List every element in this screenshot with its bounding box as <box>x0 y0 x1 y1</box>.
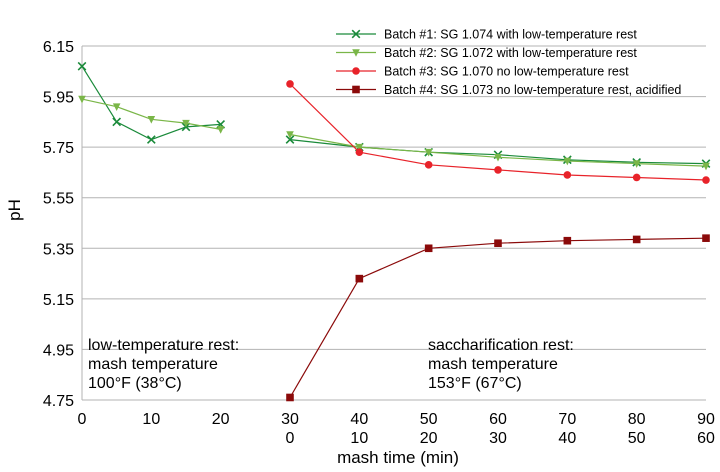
data-point-square-marker <box>352 85 360 94</box>
y-axis-title: pH <box>5 199 24 221</box>
x-tick-labels: 0 10 20 30 40 50 60 70 80 90 0 10 20 30 40 50 60 <box>78 411 715 447</box>
data-point-triangle-marker <box>352 49 360 57</box>
series-line <box>289 237 707 398</box>
data-point-triangle-marker <box>632 160 641 168</box>
data-point-square-marker <box>702 234 710 242</box>
data-point-circle-marker <box>632 173 641 182</box>
legend-label: Batch #4: SG 1.073 no low-temperature re… <box>384 83 681 97</box>
x-tick-label-bottom: 60 <box>697 430 715 447</box>
data-point-triangle-marker <box>216 126 225 134</box>
y-tick-labels: 6.15 5.95 5.75 5.55 5.35 5.15 4.95 4.75 <box>43 39 74 410</box>
y-tick-label: 6.15 <box>43 39 74 56</box>
x-tick-label-top: 50 <box>420 411 438 428</box>
x-tick-label-top: 30 <box>281 411 299 428</box>
series-batch-4 <box>286 234 710 402</box>
series-group <box>77 61 711 402</box>
legend-entry-batch-2: Batch #2: SG 1.072 with low-temperature … <box>336 46 637 60</box>
annotation-line: low-temperature rest: <box>88 337 239 354</box>
x-tick-label-top: 10 <box>142 411 160 428</box>
data-point-square-marker <box>494 239 502 248</box>
series-batch-2 <box>78 95 710 171</box>
x-tick-label-top: 70 <box>558 411 576 428</box>
annotation-line: mash temperature <box>88 356 218 373</box>
data-point-triangle-marker <box>147 116 156 124</box>
x-tick-label-bottom: 10 <box>350 430 368 447</box>
data-point-circle-marker <box>702 176 710 184</box>
x-tick-label-bottom: 30 <box>489 430 507 447</box>
annotation-sacch: saccharification rest: mash temperature 15… <box>428 337 574 392</box>
y-tick-label: 4.75 <box>43 393 74 410</box>
x-tick-label-bottom: 20 <box>420 430 438 447</box>
y-tick-label: 5.35 <box>43 241 74 258</box>
data-point-square-marker <box>424 244 433 253</box>
legend-label: Batch #2: SG 1.072 with low-temperature … <box>384 46 637 60</box>
x-tick-label-top: 80 <box>628 411 646 428</box>
data-point-circle-marker <box>352 67 360 75</box>
annotation-line: mash temperature <box>428 356 558 373</box>
data-point-circle-marker <box>494 166 502 174</box>
x-tick-label-bottom: 50 <box>628 430 646 447</box>
data-point-triangle-marker <box>702 162 710 171</box>
x-tick-label-top: 60 <box>489 411 507 428</box>
data-point-square-marker <box>355 274 364 283</box>
data-point-triangle-marker <box>182 119 190 128</box>
legend-entry-batch-3: Batch #3: SG 1.070 no low-temperature re… <box>336 65 629 79</box>
x-tick-label-bottom: 40 <box>558 430 576 447</box>
y-tick-label: 5.15 <box>43 292 74 309</box>
annotation-line: 153°F (67°C) <box>428 375 522 392</box>
data-point-x-marker <box>285 135 295 144</box>
data-point-triangle-marker <box>563 157 572 166</box>
data-point-square-marker <box>563 236 572 245</box>
y-tick-label: 5.55 <box>43 191 74 208</box>
annotation-line: saccharification rest: <box>428 337 574 354</box>
data-point-circle-marker <box>424 161 433 169</box>
annotations: low-temperature rest: mash temperature 100… <box>88 337 574 392</box>
data-point-triangle-marker <box>286 131 294 139</box>
data-point-x-marker <box>112 117 122 127</box>
x-axis-title: mash time (min) <box>337 448 459 467</box>
x-tick-label-bottom: 0 <box>286 430 295 447</box>
x-tick-label-top: 90 <box>697 411 715 428</box>
x-tick-label-top: 40 <box>350 411 368 428</box>
y-tick-label: 5.75 <box>43 140 74 157</box>
series-line <box>81 98 221 130</box>
data-point-circle-marker <box>355 148 364 156</box>
data-point-triangle-marker <box>355 143 364 152</box>
data-point-triangle-marker <box>424 148 433 157</box>
legend-entry-batch-4: Batch #4: SG 1.073 no low-temperature re… <box>336 83 681 97</box>
axes <box>81 46 706 401</box>
legend-label: Batch #3: SG 1.070 no low-temperature re… <box>384 65 629 79</box>
horizontal-gridlines <box>82 45 706 401</box>
data-point-triangle-marker <box>494 153 502 162</box>
data-point-square-marker <box>632 235 641 244</box>
data-point-triangle-marker <box>112 103 121 111</box>
x-tick-label-top: 0 <box>78 411 87 428</box>
y-tick-label: 4.95 <box>43 342 74 359</box>
series-batch-3 <box>286 80 710 184</box>
series-line <box>289 83 707 181</box>
data-point-circle-marker <box>286 80 294 88</box>
legend-entry-batch-1: Batch #1: SG 1.074 with low-temperature … <box>336 28 637 42</box>
data-point-x-marker <box>146 135 156 144</box>
annotation-low: low-temperature rest: mash temperature 100… <box>88 337 239 392</box>
legend-label: Batch #1: SG 1.074 with low-temperature … <box>384 28 637 42</box>
y-tick-label: 5.95 <box>43 90 74 107</box>
x-tick-label-top: 20 <box>212 411 230 428</box>
data-point-triangle-marker <box>78 95 86 104</box>
data-point-x-marker <box>351 29 361 39</box>
legend: Batch #1: SG 1.074 with low-temperature … <box>336 28 681 97</box>
annotation-line: 100°F (38°C) <box>88 375 182 392</box>
data-point-square-marker <box>286 393 294 402</box>
series-line <box>81 65 221 141</box>
data-point-circle-marker <box>563 171 572 179</box>
data-point-x-marker <box>77 61 87 71</box>
